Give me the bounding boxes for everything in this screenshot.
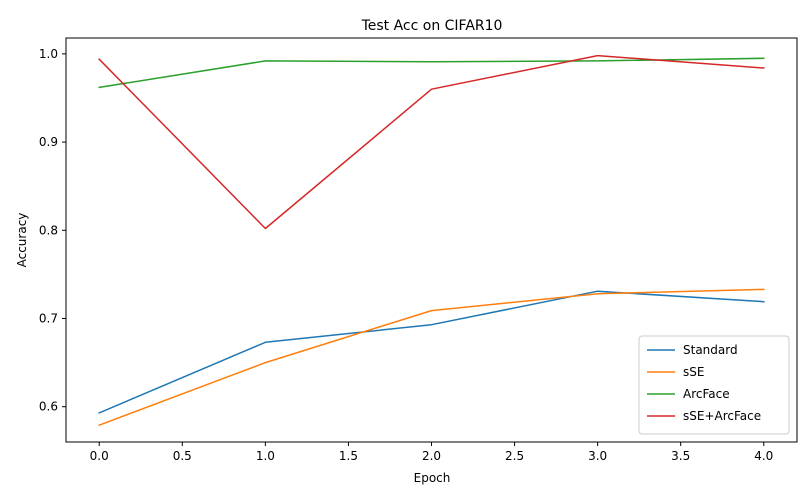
legend-label: ArcFace [683, 387, 730, 401]
y-tick-label: 0.7 [39, 312, 58, 326]
chart-title: Test Acc on CIFAR10 [361, 18, 503, 34]
plot-border [65, 37, 798, 443]
x-tick-label: 2.5 [505, 449, 524, 463]
series-line-standard [98, 290, 765, 414]
series-line-sse [98, 288, 765, 427]
x-tick-label: 1.5 [339, 449, 358, 463]
y-axis: 0.6 0.7 0.8 0.9 1.0 [39, 47, 66, 414]
legend-box [638, 335, 790, 435]
x-tick-label: 3.0 [588, 449, 607, 463]
x-tick-label: 3.5 [671, 449, 690, 463]
y-axis-label: Accuracy [15, 213, 29, 268]
y-tick-label: 1.0 [39, 47, 58, 61]
y-tick-label: 0.6 [39, 400, 58, 414]
legend: Standard sSE ArcFace sSE+ArcFace [638, 335, 790, 435]
series-lines [98, 54, 765, 427]
x-tick-label: 0.5 [173, 449, 192, 463]
x-tick-label: 1.0 [256, 449, 275, 463]
x-tick-label: 0.0 [90, 449, 109, 463]
series-line-sse-arcface [98, 54, 765, 230]
legend-label: sSE+ArcFace [683, 409, 761, 423]
y-tick-label: 0.8 [39, 223, 58, 237]
legend-label: Standard [683, 343, 738, 357]
x-tick-label: 2.0 [422, 449, 441, 463]
legend-label: sSE [683, 365, 704, 379]
y-tick-label: 0.9 [39, 135, 58, 149]
x-tick-label: 4.0 [754, 449, 773, 463]
x-axis-label: Epoch [414, 471, 451, 485]
x-axis: 0.0 0.5 1.0 1.5 2.0 2.5 3.0 3.5 4.0 [90, 442, 773, 463]
